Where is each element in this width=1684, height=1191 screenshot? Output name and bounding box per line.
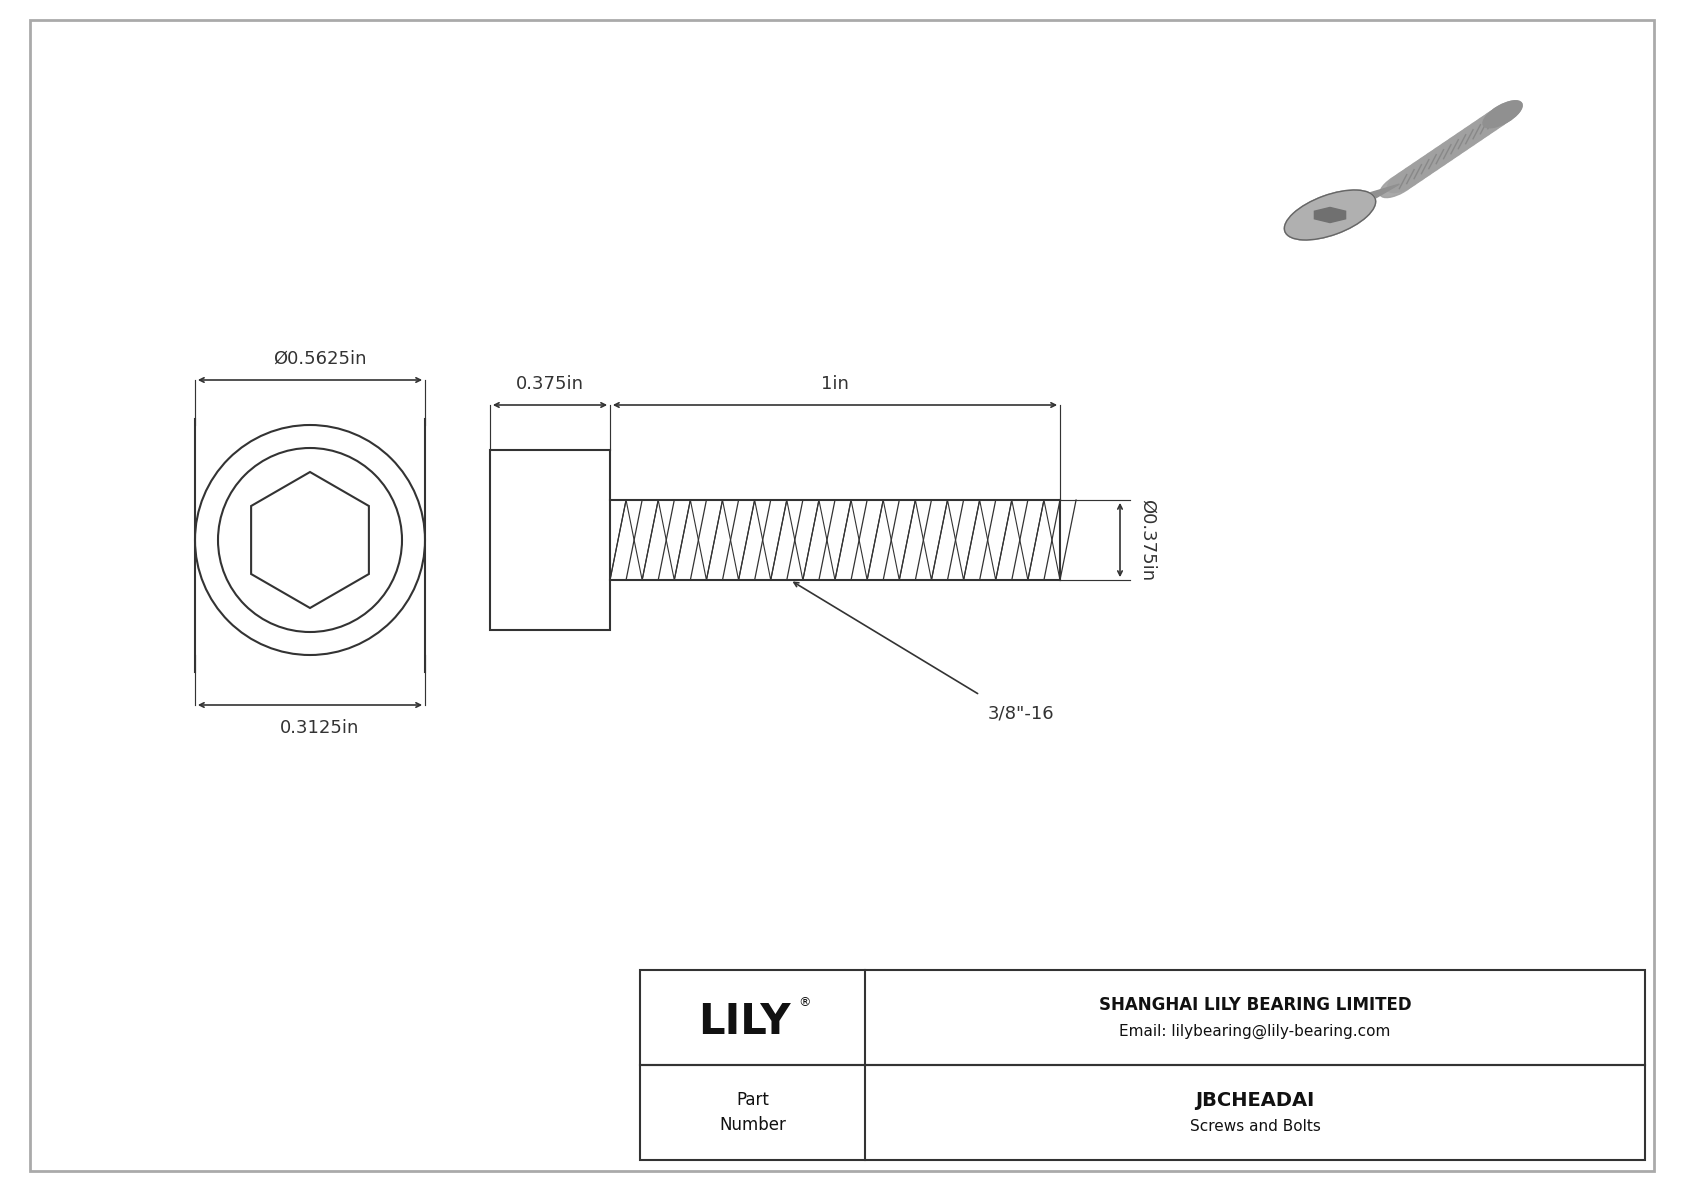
Bar <box>490 450 610 630</box>
Ellipse shape <box>1388 166 1426 193</box>
Ellipse shape <box>1416 145 1455 173</box>
Text: Screws and Bolts: Screws and Bolts <box>1189 1120 1320 1134</box>
Ellipse shape <box>1431 136 1470 163</box>
Text: ®: ® <box>798 996 810 1009</box>
Ellipse shape <box>1410 151 1448 177</box>
Text: Part
Number: Part Number <box>719 1091 786 1134</box>
Ellipse shape <box>1438 131 1479 157</box>
Text: Ø0.375in: Ø0.375in <box>1138 499 1155 581</box>
Text: 1in: 1in <box>822 375 849 393</box>
Ellipse shape <box>1453 120 1492 148</box>
Bar <box>640 1065 1645 1160</box>
Ellipse shape <box>1401 156 1442 182</box>
Ellipse shape <box>1484 101 1522 127</box>
Text: 0.3125in: 0.3125in <box>280 719 360 737</box>
Text: LILY: LILY <box>699 1002 791 1043</box>
Polygon shape <box>1399 110 1502 188</box>
Ellipse shape <box>1379 170 1420 198</box>
Ellipse shape <box>1468 111 1507 138</box>
Text: Ø0.5625in: Ø0.5625in <box>273 350 367 368</box>
Bar <box>640 969 1645 1065</box>
Ellipse shape <box>1285 191 1376 239</box>
Text: SHANGHAI LILY BEARING LIMITED: SHANGHAI LILY BEARING LIMITED <box>1098 997 1411 1015</box>
Polygon shape <box>1315 207 1346 223</box>
Text: 0.375in: 0.375in <box>515 375 584 393</box>
Text: JBCHEADAI: JBCHEADAI <box>1196 1091 1315 1110</box>
Ellipse shape <box>1484 101 1522 127</box>
Ellipse shape <box>1460 116 1500 143</box>
Ellipse shape <box>1285 191 1376 239</box>
Polygon shape <box>1297 185 1399 225</box>
Text: 3/8"-16: 3/8"-16 <box>989 705 1054 723</box>
Ellipse shape <box>1425 141 1463 168</box>
Ellipse shape <box>1394 161 1433 188</box>
Ellipse shape <box>1475 106 1514 132</box>
Text: Email: lilybearing@lily-bearing.com: Email: lilybearing@lily-bearing.com <box>1120 1024 1391 1039</box>
Ellipse shape <box>1447 126 1485 152</box>
